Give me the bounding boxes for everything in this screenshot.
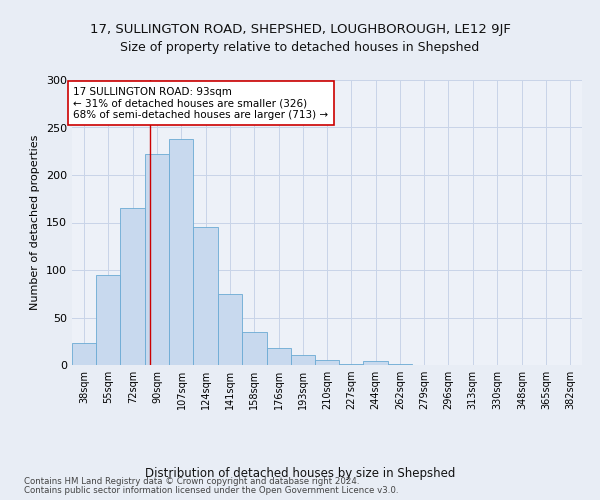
Bar: [339, 364, 363, 365]
Bar: [242, 332, 267, 365]
Bar: [145, 154, 169, 365]
Bar: [267, 348, 291, 365]
Text: 17 SULLINGTON ROAD: 93sqm
← 31% of detached houses are smaller (326)
68% of semi: 17 SULLINGTON ROAD: 93sqm ← 31% of detac…: [73, 86, 329, 120]
Bar: [388, 364, 412, 365]
Text: 17, SULLINGTON ROAD, SHEPSHED, LOUGHBOROUGH, LE12 9JF: 17, SULLINGTON ROAD, SHEPSHED, LOUGHBORO…: [89, 22, 511, 36]
Bar: [72, 343, 96, 365]
Bar: [291, 354, 315, 365]
Text: Size of property relative to detached houses in Shepshed: Size of property relative to detached ho…: [121, 41, 479, 54]
Bar: [120, 208, 145, 365]
Bar: [315, 360, 339, 365]
Text: Contains public sector information licensed under the Open Government Licence v3: Contains public sector information licen…: [24, 486, 398, 495]
Text: Distribution of detached houses by size in Shepshed: Distribution of detached houses by size …: [145, 468, 455, 480]
Bar: [169, 139, 193, 365]
Y-axis label: Number of detached properties: Number of detached properties: [31, 135, 40, 310]
Bar: [193, 227, 218, 365]
Text: Contains HM Land Registry data © Crown copyright and database right 2024.: Contains HM Land Registry data © Crown c…: [24, 477, 359, 486]
Bar: [96, 275, 120, 365]
Bar: [363, 361, 388, 365]
Bar: [218, 294, 242, 365]
